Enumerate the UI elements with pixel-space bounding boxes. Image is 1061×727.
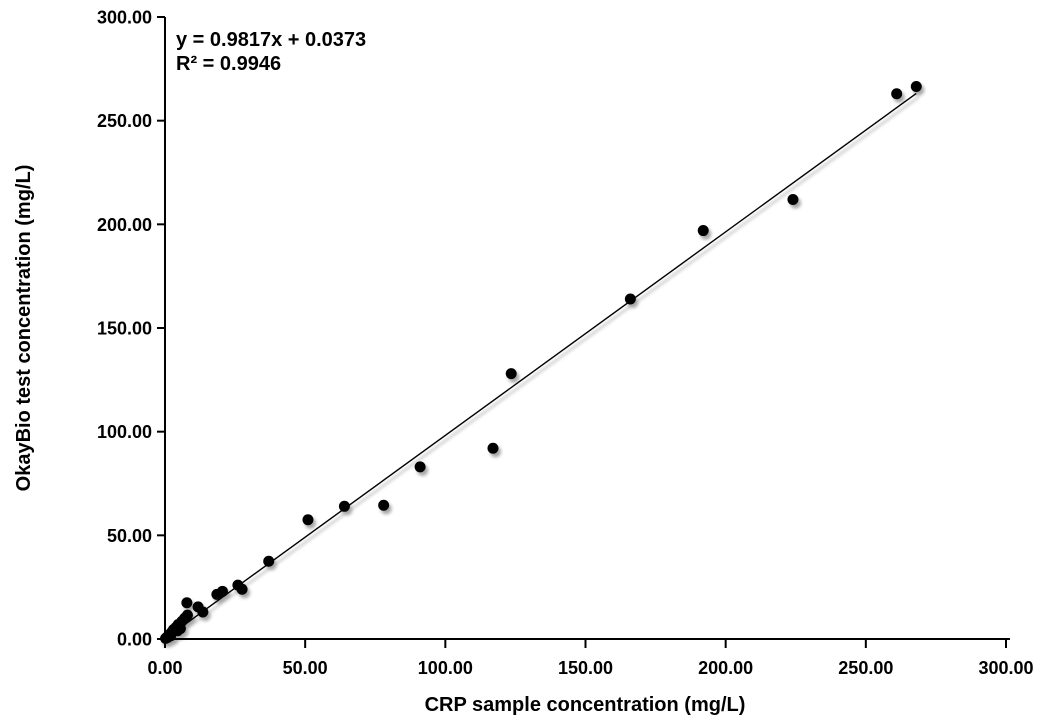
x-tick-label: 250.00 bbox=[838, 658, 893, 678]
x-tick-label: 0.00 bbox=[147, 658, 182, 678]
x-tick-label: 150.00 bbox=[558, 658, 613, 678]
data-point bbox=[891, 88, 903, 100]
r-squared-label: R² = 0.9946 bbox=[176, 53, 281, 75]
data-point bbox=[378, 499, 390, 511]
trendline bbox=[164, 92, 917, 640]
data-point bbox=[697, 225, 709, 237]
data-point bbox=[414, 461, 426, 473]
y-tick-label: 150.00 bbox=[97, 319, 152, 339]
data-point bbox=[787, 193, 799, 205]
data-point bbox=[181, 609, 193, 621]
trendline-equation: y = 0.9817x + 0.0373 bbox=[176, 29, 366, 51]
y-tick-label: 0.00 bbox=[117, 630, 152, 650]
data-point bbox=[302, 514, 314, 526]
x-tick-label: 100.00 bbox=[418, 658, 473, 678]
data-point bbox=[263, 555, 275, 567]
data-point bbox=[236, 583, 248, 595]
x-tick-label: 300.00 bbox=[978, 658, 1033, 678]
x-tick-label: 200.00 bbox=[698, 658, 753, 678]
x-tick-label: 50.00 bbox=[283, 658, 328, 678]
y-tick-label: 250.00 bbox=[97, 111, 152, 131]
y-tick-label: 100.00 bbox=[97, 422, 152, 442]
y-tick-label: 300.00 bbox=[97, 8, 152, 28]
axis-spines bbox=[164, 17, 1010, 640]
data-point bbox=[197, 606, 209, 618]
data-point bbox=[505, 368, 517, 380]
data-point bbox=[910, 80, 922, 92]
x-axis-title: CRP sample concentration (mg/L) bbox=[425, 694, 746, 716]
data-point bbox=[216, 585, 228, 597]
axes: 0.00 50.00 100.00 150.00 200.00 250.00 300.00 0… bbox=[97, 8, 1034, 679]
data-point bbox=[624, 293, 636, 305]
y-tick-label: 200.00 bbox=[97, 215, 152, 235]
data-point bbox=[338, 500, 350, 512]
data-point bbox=[181, 597, 193, 609]
data-point bbox=[487, 442, 499, 454]
data-series bbox=[160, 80, 922, 644]
y-axis-title: OkayBio test concentration (mg/L) bbox=[13, 165, 35, 492]
y-tick-label: 50.00 bbox=[107, 526, 152, 546]
